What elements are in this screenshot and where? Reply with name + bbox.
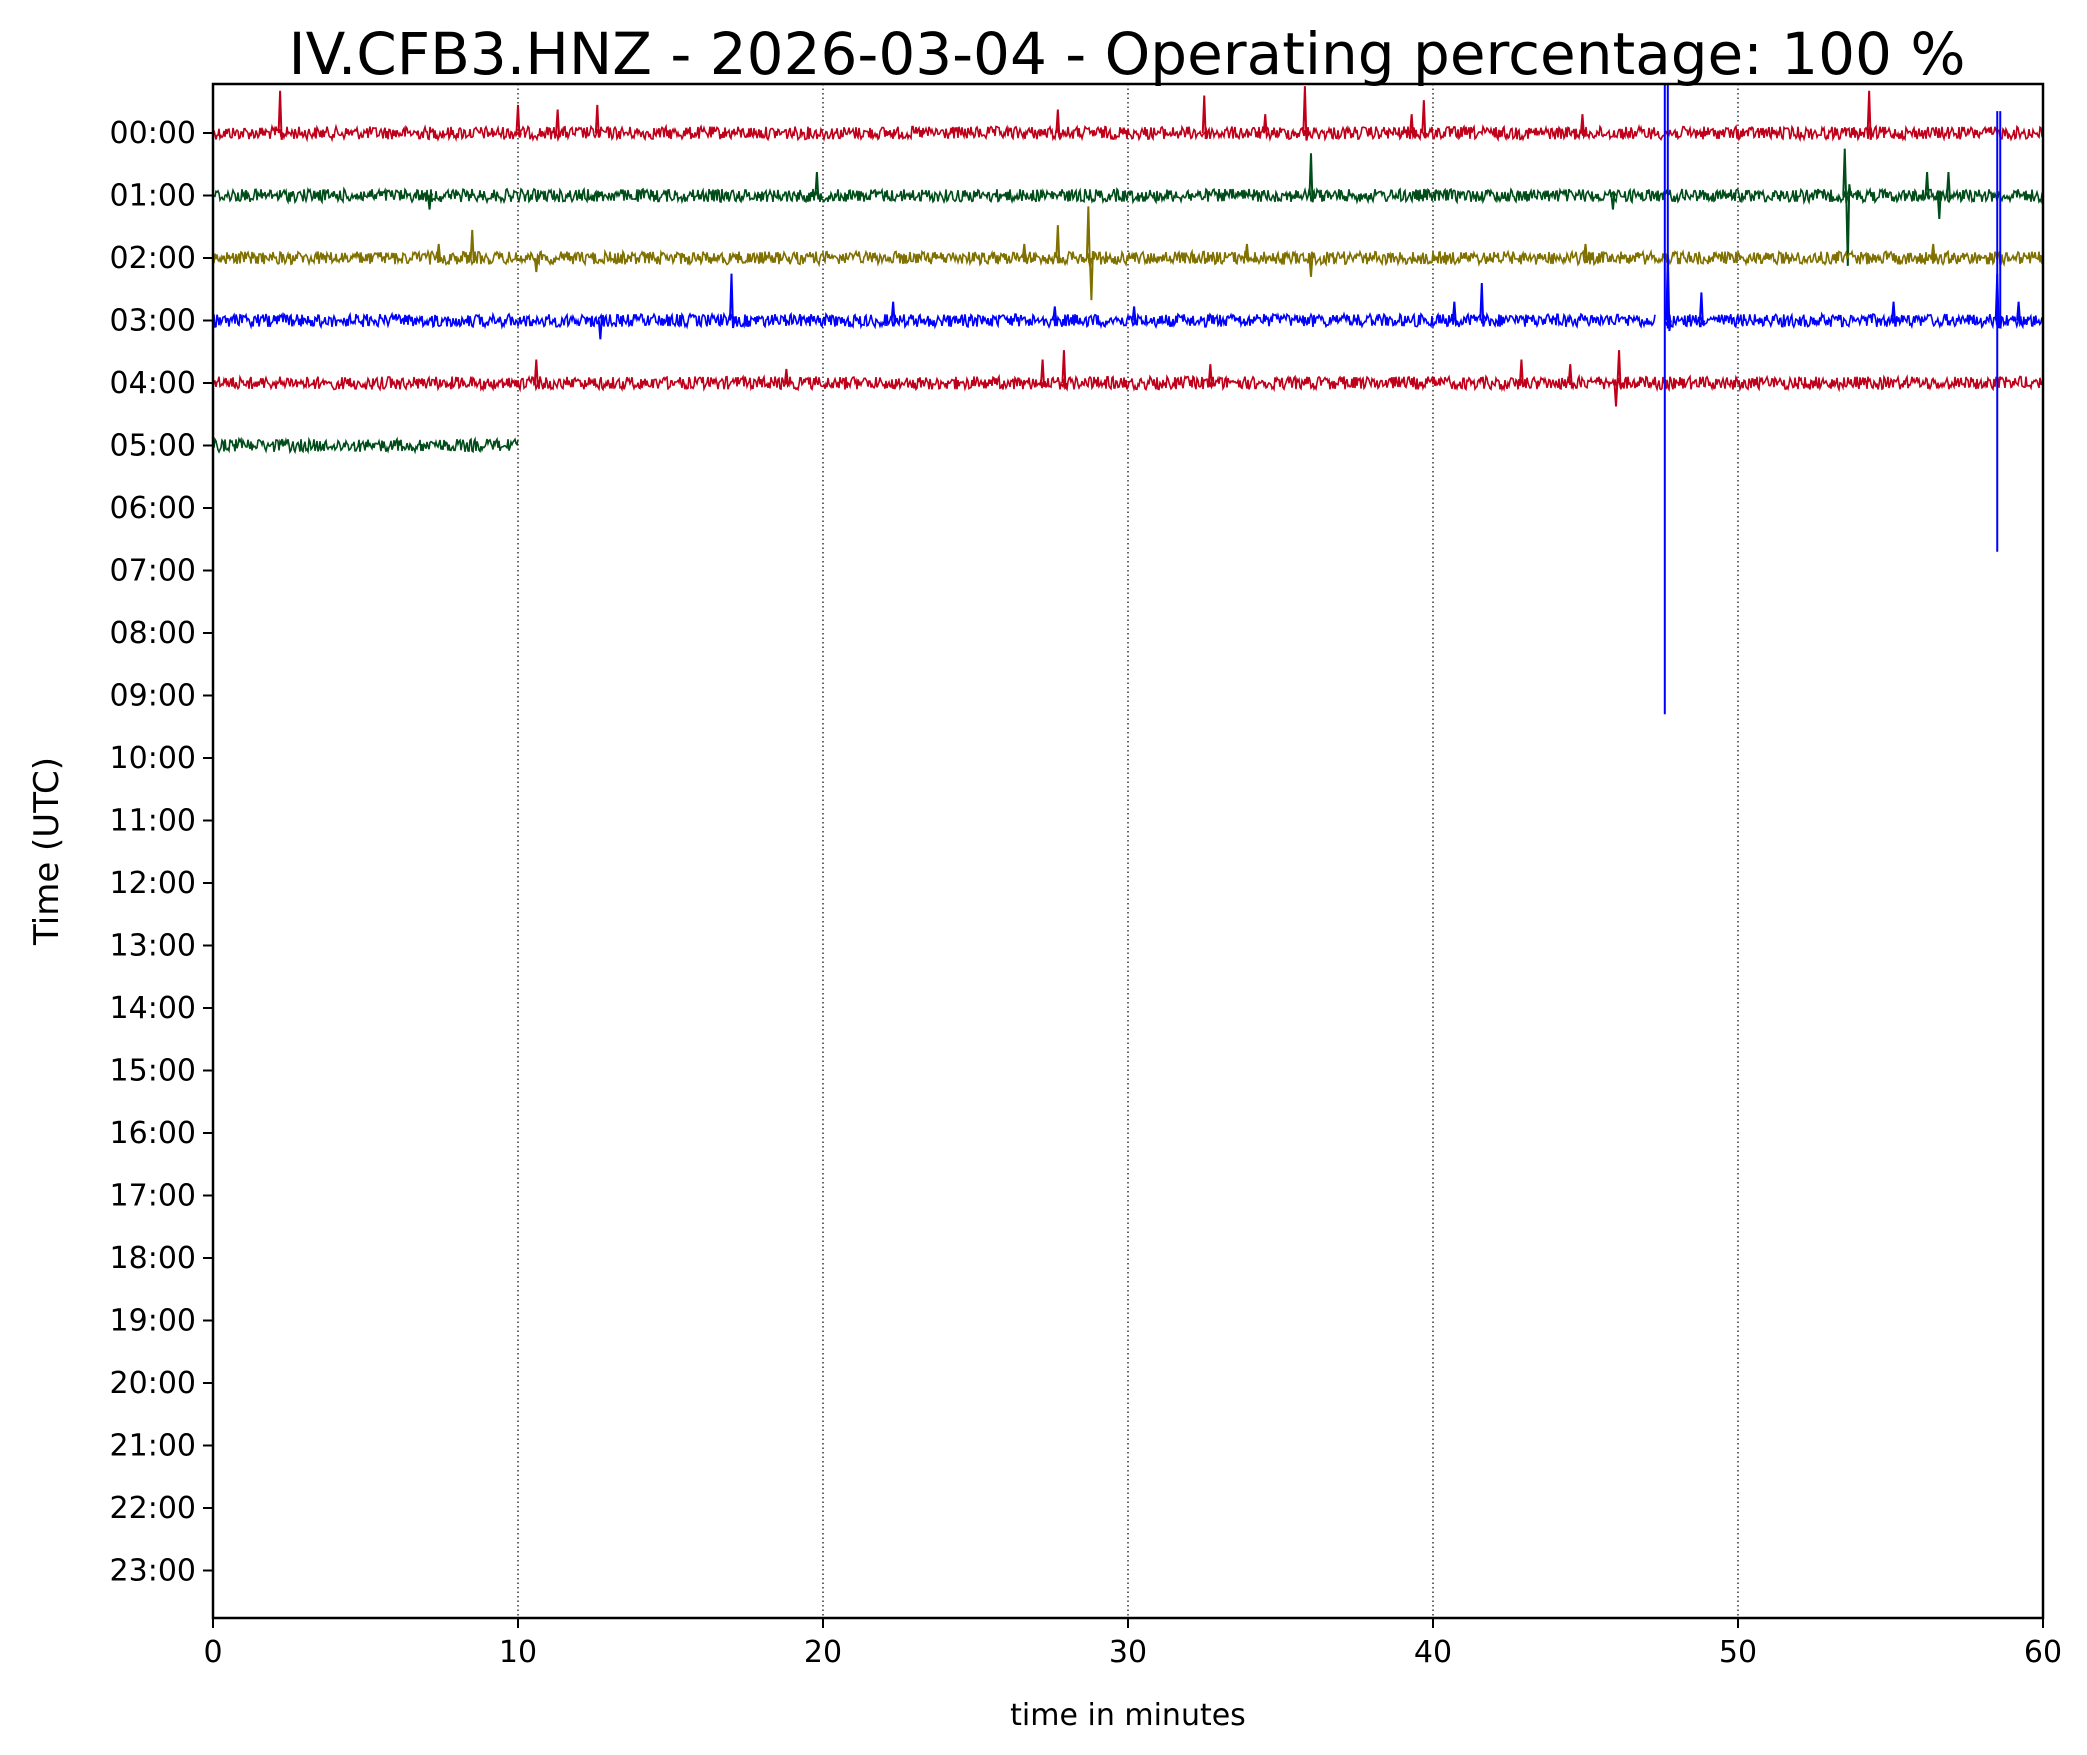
- trace-spike: [1845, 184, 1852, 266]
- trace-spike: [729, 273, 736, 329]
- chart-title: IV.CFB3.HNZ - 2026-03-04 - Operating per…: [289, 20, 1966, 88]
- y-axis-ticks: 00:00 01:00 02:00 03:00 04:00 05:00 06:00 07:00…: [110, 116, 213, 1589]
- trace-spike: [1131, 306, 1138, 326]
- trace-spike: [436, 243, 443, 264]
- trace-spike: [594, 104, 602, 138]
- events-layer: [1663, 84, 2002, 715]
- y-tick-label: 15:00: [110, 1054, 196, 1089]
- trace-spike: [1567, 364, 1575, 390]
- y-tick-label: 08:00: [110, 616, 196, 651]
- trace-spike: [277, 90, 285, 140]
- trace-spike: [1409, 114, 1416, 140]
- y-tick-label: 18:00: [110, 1241, 196, 1276]
- y-tick-label: 00:00: [110, 116, 196, 151]
- trace-spike: [1579, 114, 1587, 140]
- y-tick-label: 11:00: [110, 804, 196, 839]
- y-tick-label: 23:00: [110, 1554, 196, 1589]
- trace-03:00: [212, 311, 1656, 330]
- trace-spike: [1061, 350, 1068, 389]
- trace-spike: [2016, 301, 2023, 328]
- trace-spike: [1262, 114, 1270, 140]
- trace-spike: [1891, 301, 1898, 328]
- trace-spike: [597, 313, 605, 340]
- trace-01:00: [212, 186, 2044, 206]
- x-tick-label: 40: [1414, 1635, 1452, 1670]
- x-tick-label: 10: [499, 1635, 537, 1670]
- y-axis-label: Time (UTC): [27, 757, 67, 946]
- trace-02:00: [212, 248, 2044, 268]
- trace-spike: [1207, 364, 1215, 390]
- trace-03:00: [1664, 311, 2044, 330]
- trace-spike: [1244, 243, 1251, 264]
- trace-spike: [1945, 171, 1953, 200]
- trace-spike: [1201, 95, 1209, 140]
- x-tick-label: 0: [203, 1635, 222, 1670]
- trace-spike: [1936, 191, 1944, 220]
- y-tick-label: 02:00: [110, 241, 196, 276]
- trace-spike: [814, 171, 821, 200]
- trace-spike: [1616, 350, 1624, 389]
- trace-spike: [1055, 109, 1062, 138]
- trace-spike: [1518, 359, 1526, 388]
- trace-spike: [1583, 243, 1590, 264]
- x-axis-label: time in minutes: [1010, 1698, 1246, 1733]
- y-tick-label: 21:00: [110, 1429, 196, 1464]
- trace-spike: [1613, 378, 1620, 407]
- trace-spike: [1698, 292, 1706, 326]
- trace-spike: [1610, 190, 1617, 210]
- trace-spike: [1088, 251, 1096, 301]
- trace-spike: [1055, 225, 1062, 264]
- trace-05:00: [212, 436, 519, 455]
- y-tick-label: 04:00: [110, 366, 196, 401]
- trace-spike: [1302, 86, 1309, 141]
- x-tick-label: 60: [2024, 1635, 2062, 1670]
- trace-spike: [1451, 301, 1459, 328]
- trace-spike: [1479, 282, 1486, 327]
- trace-spike: [1308, 251, 1315, 277]
- y-tick-label: 05:00: [110, 429, 196, 464]
- trace-spike: [533, 359, 541, 388]
- y-tick-label: 22:00: [110, 1491, 196, 1526]
- trace-spike: [1421, 100, 1428, 139]
- trace-spike: [1308, 153, 1315, 203]
- trace-spike: [1021, 243, 1029, 264]
- x-tick-label: 30: [1109, 1635, 1147, 1670]
- trace-spike: [533, 252, 541, 273]
- y-tick-label: 14:00: [110, 991, 196, 1026]
- y-tick-label: 10:00: [110, 741, 196, 776]
- trace-spike: [1924, 171, 1932, 200]
- y-tick-label: 06:00: [110, 491, 196, 526]
- traces-layer: [212, 86, 2044, 455]
- y-tick-label: 17:00: [110, 1179, 196, 1214]
- trace-spike: [515, 104, 522, 138]
- x-axis-ticks: 0 10 20 30 40 50 60: [203, 1618, 2062, 1670]
- trace-spike: [1866, 90, 1874, 140]
- x-tick-label: 50: [1719, 1635, 1757, 1670]
- y-tick-label: 07:00: [110, 554, 196, 589]
- trace-spike: [427, 190, 434, 210]
- y-tick-label: 12:00: [110, 866, 196, 901]
- trace-spike: [1040, 359, 1047, 388]
- trace-spike: [469, 229, 477, 263]
- trace-spike: [890, 301, 898, 328]
- x-tick-label: 20: [804, 1635, 842, 1670]
- trace-00:00: [212, 123, 2044, 143]
- y-tick-label: 16:00: [110, 1116, 196, 1151]
- y-tick-label: 01:00: [110, 179, 196, 214]
- y-tick-label: 13:00: [110, 929, 196, 964]
- y-tick-label: 20:00: [110, 1366, 196, 1401]
- trace-spike: [1052, 306, 1059, 326]
- trace-spike: [783, 368, 791, 389]
- y-tick-label: 19:00: [110, 1304, 196, 1339]
- trace-spike: [555, 109, 562, 138]
- trace-04:00: [212, 373, 2044, 393]
- trace-spike: [1930, 243, 1938, 264]
- y-tick-label: 09:00: [110, 679, 196, 714]
- grid-layer: [517, 84, 1739, 1618]
- y-tick-label: 03:00: [110, 304, 196, 339]
